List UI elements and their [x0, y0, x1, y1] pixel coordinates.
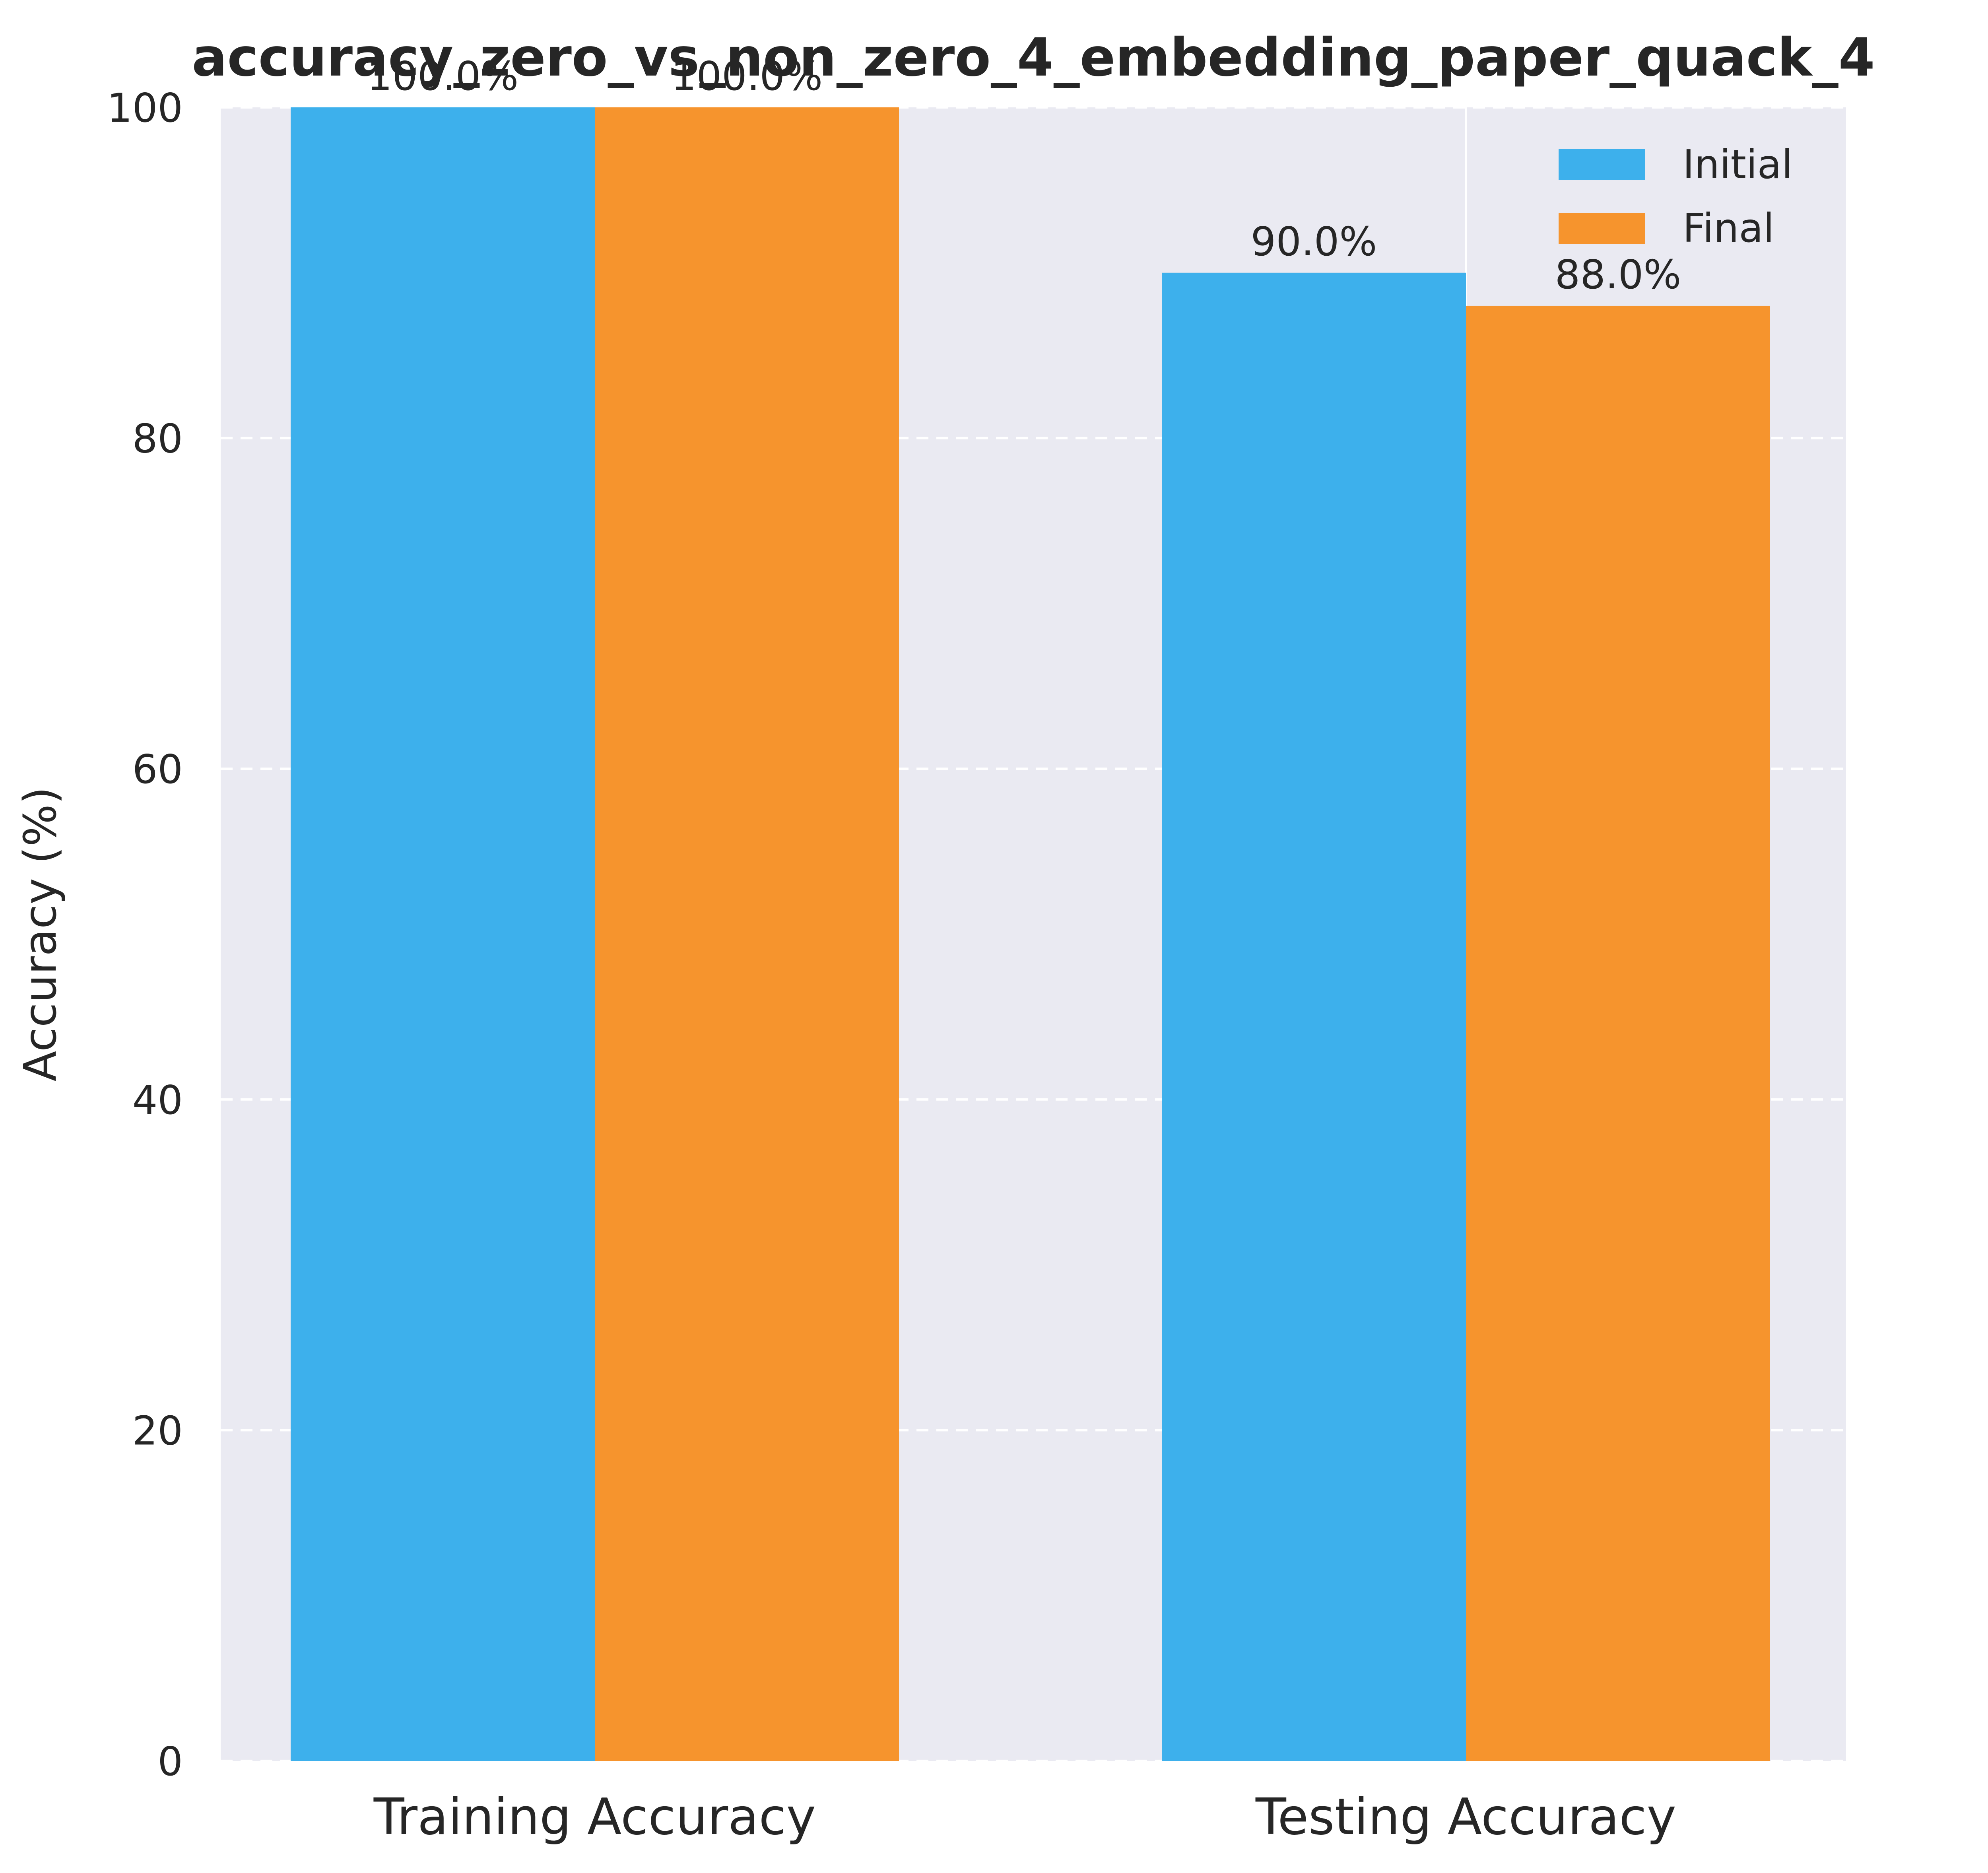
bar-value-label: 90.0% [1251, 218, 1377, 265]
legend-label-initial: Initial [1683, 141, 1793, 188]
y-tick-label: 20 [132, 1407, 183, 1454]
legend-label-final: Final [1683, 205, 1774, 251]
bar-value-label: 100.0% [671, 53, 823, 99]
bar-initial-2 [1162, 272, 1466, 1761]
chart-title: accuracy_zero_vs_non_zero_4_embedding_pa… [192, 27, 1875, 88]
y-tick-label: 100 [107, 85, 183, 131]
x-axis-ticks: Training Accuracy Testing Accuracy [373, 1788, 1676, 1846]
legend-swatch-final [1559, 213, 1645, 244]
bar-final-2 [1466, 305, 1770, 1761]
bar-value-label: 88.0% [1555, 251, 1681, 298]
bars [291, 107, 1770, 1761]
legend: Initial Final [1559, 141, 1793, 251]
bar-initial-1 [291, 107, 595, 1761]
y-tick-label: 40 [132, 1077, 183, 1123]
y-tick-label: 80 [132, 416, 183, 462]
bar-final-1 [595, 107, 899, 1761]
y-axis-label: Accuracy (%) [15, 787, 66, 1082]
x-tick-label: Training Accuracy [373, 1788, 816, 1846]
y-axis-ticks: 0 20 40 60 80 100 [107, 85, 183, 1785]
bar-value-label: 100.0% [367, 53, 518, 99]
x-tick-label: Testing Accuracy [1255, 1788, 1676, 1846]
legend-swatch-initial [1559, 149, 1645, 180]
y-tick-label: 0 [157, 1738, 183, 1785]
y-tick-label: 60 [132, 746, 183, 793]
bar-value-labels: 100.0% 100.0% 90.0% 88.0% [367, 53, 1681, 298]
